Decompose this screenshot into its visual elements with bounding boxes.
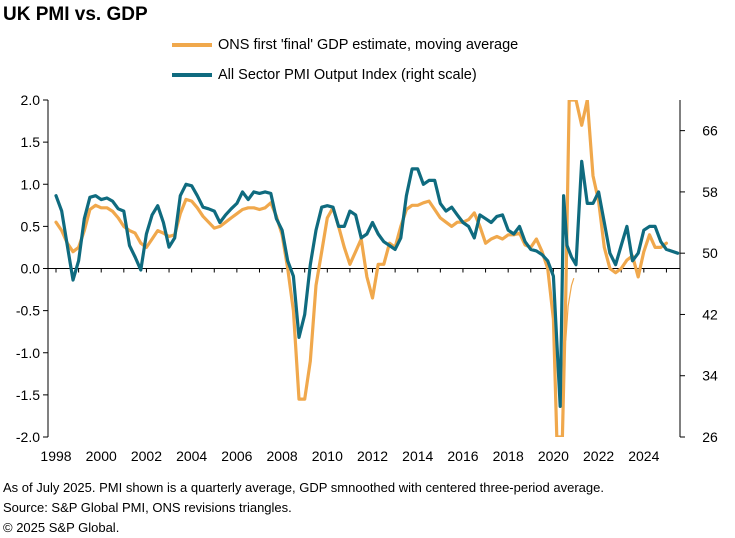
y-tick-label-right: 58 (702, 184, 718, 200)
x-tick-label: 2012 (357, 448, 388, 464)
legend-item-gdp: ONS first 'final' GDP estimate, moving a… (172, 37, 518, 53)
x-tick-label: 2018 (493, 448, 524, 464)
y-tick-label-left: -1.5 (16, 387, 40, 403)
y-tick-label-right: 26 (702, 429, 718, 445)
x-tick-label: 2008 (267, 448, 298, 464)
y-tick-label-left: -0.5 (16, 303, 40, 319)
y-tick-label-left: -1.0 (16, 345, 40, 361)
y-tick-label-left: 0.0 (21, 261, 41, 277)
series-line-gdp-revision (565, 278, 575, 341)
legend-label-gdp: ONS first 'final' GDP estimate, moving a… (218, 37, 519, 53)
footer-copyright: © 2025 S&P Global. (3, 520, 120, 535)
footer-source: Source: S&P Global PMI, ONS revisions tr… (3, 500, 292, 515)
y-tick-label-left: 0.5 (21, 218, 41, 234)
y-tick-label-left: 2.0 (21, 92, 41, 108)
x-tick-label: 1998 (40, 448, 71, 464)
y-tick-label-right: 34 (702, 368, 718, 384)
legend-swatch-pmi (172, 73, 212, 77)
x-tick-label: 2022 (583, 448, 614, 464)
y-tick-label-right: 66 (702, 123, 718, 139)
x-tick-label: 2010 (312, 448, 343, 464)
legend-item-pmi: All Sector PMI Output Index (right scale… (172, 67, 477, 83)
y-tick-label-left: 1.0 (21, 176, 41, 192)
x-tick-label: 2004 (176, 448, 207, 464)
chart-plot: 2.0 1.5 1.0 0.5 0.0 -0.5 -1.0 -1.5 -2.0 66 58 50 42 3… (16, 92, 718, 464)
legend-label-pmi: All Sector PMI Output Index (right scale… (218, 67, 477, 83)
x-tick-label: 2006 (221, 448, 252, 464)
x-tick-label: 2024 (628, 448, 659, 464)
x-tick-label: 2002 (131, 448, 162, 464)
series-line-gdp (54, 100, 668, 437)
footer-note: As of July 2025. PMI shown is a quarterl… (3, 480, 604, 495)
x-tick-label: 2020 (538, 448, 569, 464)
y-tick-label-right: 42 (702, 306, 718, 322)
x-tick-label: 2000 (86, 448, 117, 464)
y-tick-label-left: 1.5 (21, 134, 41, 150)
y-tick-label-left: -2.0 (16, 429, 40, 445)
chart-title: UK PMI vs. GDP (3, 4, 148, 25)
x-tick-label: 2014 (402, 448, 433, 464)
x-tick-label: 2016 (447, 448, 478, 464)
y-tick-label-right: 50 (702, 245, 718, 261)
legend-swatch-gdp (172, 43, 212, 47)
series-line-pmi (54, 159, 680, 408)
